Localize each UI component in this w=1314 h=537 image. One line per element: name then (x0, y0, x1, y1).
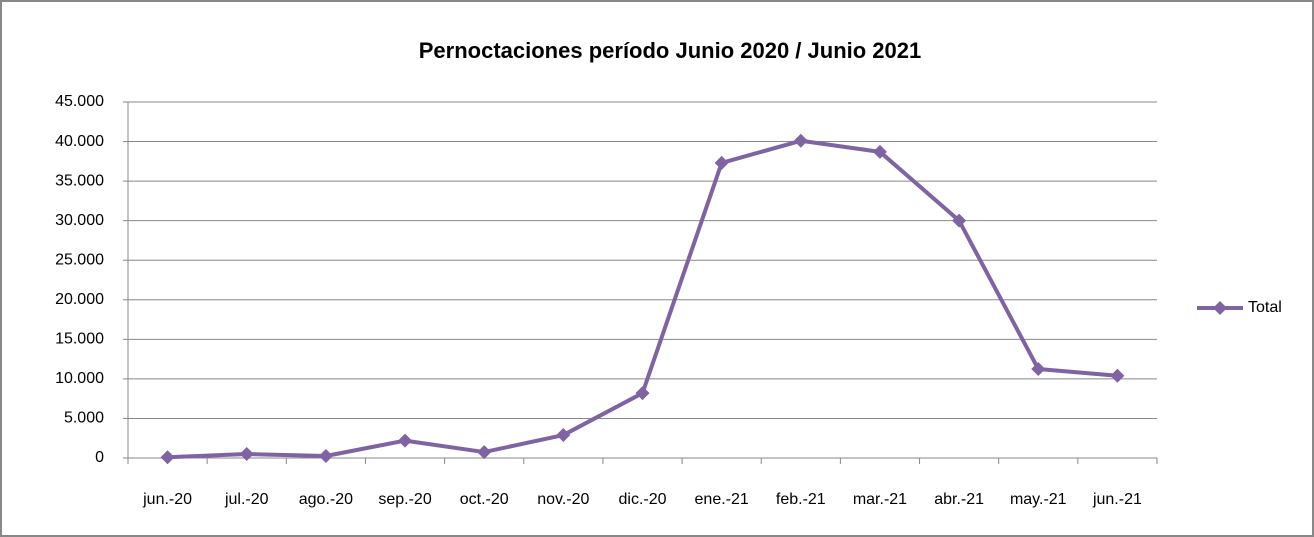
x-tick-label: feb.-21 (776, 491, 826, 508)
legend-marker (1213, 301, 1227, 315)
data-point (318, 449, 333, 464)
data-point (793, 133, 808, 148)
x-tick-label: oct.-20 (460, 491, 509, 508)
y-tick-label: 30.000 (55, 212, 104, 229)
data-point (1031, 362, 1046, 376)
data-point (872, 144, 887, 159)
x-tick-label: abr.-21 (934, 491, 984, 508)
y-tick-label: 15.000 (55, 331, 104, 348)
x-tick-label: nov.-20 (537, 491, 589, 508)
y-tick-label: 25.000 (55, 251, 104, 268)
x-tick-label: may.-21 (1010, 491, 1067, 508)
x-tick-label: ago.-20 (299, 491, 353, 508)
chart-title: Pernoctaciones período Junio 2020 / Juni… (419, 38, 922, 63)
y-tick-label: 5.000 (64, 410, 104, 427)
legend-label: Total (1248, 299, 1282, 316)
x-tick-label: ene.-21 (695, 491, 749, 508)
data-point (398, 433, 413, 448)
x-tick-label: mar.-21 (853, 491, 907, 508)
y-tick-label: 45.000 (55, 93, 104, 110)
data-point (239, 447, 254, 462)
data-point (635, 386, 650, 401)
x-tick-label: dic.-20 (618, 491, 666, 508)
data-point (1110, 368, 1125, 383)
x-tick-label: jul.-20 (224, 491, 269, 508)
y-tick-label: 20.000 (55, 291, 104, 308)
data-point (952, 213, 967, 228)
y-tick-label: 35.000 (55, 172, 104, 189)
data-point (556, 428, 571, 443)
x-tick-label: sep.-20 (378, 491, 431, 508)
y-tick-label: 10.000 (55, 370, 104, 387)
y-tick-label: 40.000 (55, 133, 104, 150)
x-tick-label: jun.-20 (142, 491, 192, 508)
data-point (714, 155, 729, 170)
y-tick-label: 0 (95, 449, 104, 466)
x-tick-label: jun.-21 (1092, 491, 1142, 508)
data-point (477, 445, 492, 460)
data-point (160, 450, 175, 465)
